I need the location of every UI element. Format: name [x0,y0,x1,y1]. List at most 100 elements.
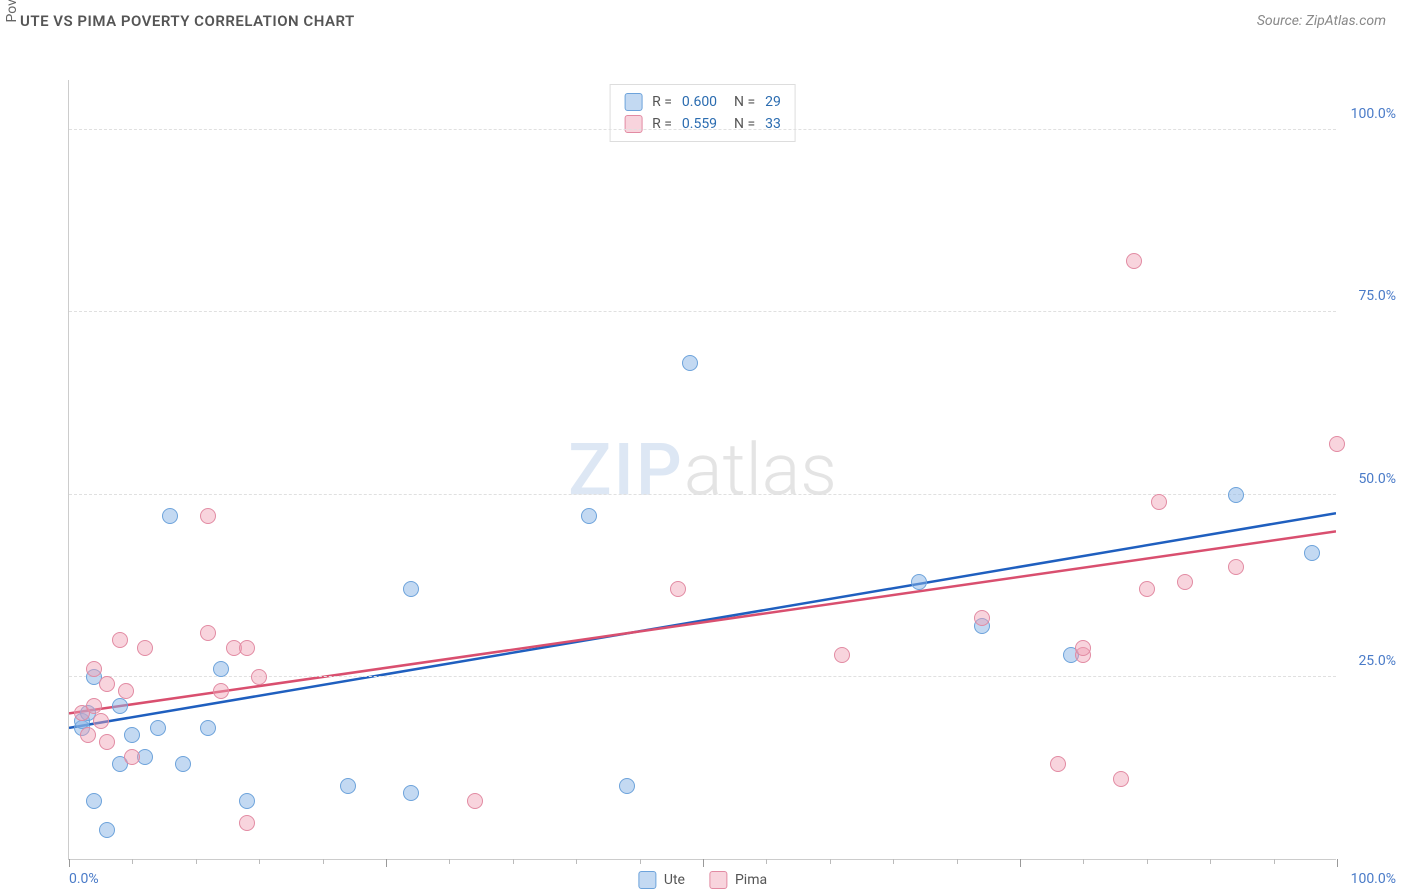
data-point-ute [200,720,216,736]
data-point-ute [150,720,166,736]
data-point-ute [112,698,128,714]
data-point-pima [834,647,850,663]
watermark-zip: ZIP [568,427,684,512]
swatch-pima-icon [624,115,642,133]
data-point-pima [1177,574,1193,590]
gridline [69,311,1336,312]
correlation-row-pima: R = 0.559 N = 33 [624,113,781,135]
watermark-atlas: atlas [684,427,837,512]
source-attribution: Source: ZipAtlas.com [1257,13,1386,29]
data-point-pima [99,734,115,750]
correlation-row-ute: R = 0.600 N = 29 [624,91,781,113]
x-tick-minor [196,859,197,864]
data-point-ute [1304,545,1320,561]
y-axis-title: Poverty [4,0,20,22]
x-tick-minor [1147,859,1148,864]
data-point-ute [162,508,178,524]
data-point-ute [239,793,255,809]
corr-n-value: 33 [765,113,781,135]
data-point-ute [682,355,698,371]
x-tick-minor [576,859,577,864]
gridline [69,494,1336,495]
x-tick-major [1337,859,1338,867]
data-point-pima [112,632,128,648]
chart-header: UTE VS PIMA POVERTY CORRELATION CHART So… [0,0,1406,38]
x-axis-max-label: 100.0% [1351,871,1396,887]
x-tick-minor [893,859,894,864]
data-point-pima [239,815,255,831]
x-tick-minor [830,859,831,864]
data-point-ute [619,778,635,794]
data-point-ute [99,822,115,838]
data-point-pima [213,683,229,699]
data-point-pima [251,669,267,685]
legend-item-ute: Ute [638,871,685,889]
corr-n-label: N = [727,91,755,113]
x-tick-minor [766,859,767,864]
x-tick-major [69,859,70,867]
data-point-pima [1139,581,1155,597]
chart-title: UTE VS PIMA POVERTY CORRELATION CHART [20,12,355,30]
plot-area: ZIPatlas R = 0.600 N = 29R = 0.559 N = 3… [68,80,1336,860]
x-tick-minor [449,859,450,864]
x-tick-major [1020,859,1021,867]
swatch-pima-icon [709,871,727,889]
data-point-ute [213,661,229,677]
data-point-ute [124,727,140,743]
data-point-pima [93,713,109,729]
trend-line-ute [69,513,1336,728]
corr-r-value: 0.600 [682,91,717,113]
data-point-pima [1126,253,1142,269]
x-tick-minor [323,859,324,864]
x-tick-minor [640,859,641,864]
swatch-ute-icon [638,871,656,889]
data-point-pima [1151,494,1167,510]
gridline [69,129,1336,130]
swatch-ute-icon [624,93,642,111]
corr-n-label: N = [727,113,755,135]
data-point-pima [124,749,140,765]
data-point-pima [99,676,115,692]
data-point-pima [670,581,686,597]
data-point-pima [200,625,216,641]
data-point-pima [974,610,990,626]
corr-r-label: R = [652,113,672,135]
x-tick-minor [132,859,133,864]
legend-label: Pima [735,872,767,888]
y-tick-label: 75.0% [1341,288,1396,304]
data-point-pima [1075,640,1091,656]
x-tick-minor [259,859,260,864]
data-point-pima [1113,771,1129,787]
series-legend: Ute Pima [638,871,767,889]
x-tick-minor [1083,859,1084,864]
trend-line-pima [69,531,1336,713]
data-point-pima [1329,436,1345,452]
corr-n-value: 29 [765,91,781,113]
data-point-pima [137,640,153,656]
x-tick-major [703,859,704,867]
watermark: ZIPatlas [568,427,837,512]
data-point-pima [118,683,134,699]
data-point-pima [239,640,255,656]
x-axis-min-label: 0.0% [69,871,99,887]
x-tick-major [386,859,387,867]
corr-r-label: R = [652,91,672,113]
legend-item-pima: Pima [709,871,767,889]
correlation-legend: R = 0.600 N = 29R = 0.559 N = 33 [609,84,796,142]
data-point-ute [911,574,927,590]
data-point-pima [86,661,102,677]
x-tick-minor [513,859,514,864]
data-point-pima [1228,559,1244,575]
data-point-ute [403,581,419,597]
data-point-ute [86,793,102,809]
corr-r-value: 0.559 [682,113,717,135]
y-tick-label: 100.0% [1341,106,1396,122]
trend-lines-svg [69,80,1336,859]
data-point-pima [80,727,96,743]
data-point-ute [581,508,597,524]
legend-label: Ute [664,872,685,888]
data-point-pima [200,508,216,524]
data-point-ute [340,778,356,794]
data-point-ute [1228,487,1244,503]
x-tick-minor [1274,859,1275,864]
